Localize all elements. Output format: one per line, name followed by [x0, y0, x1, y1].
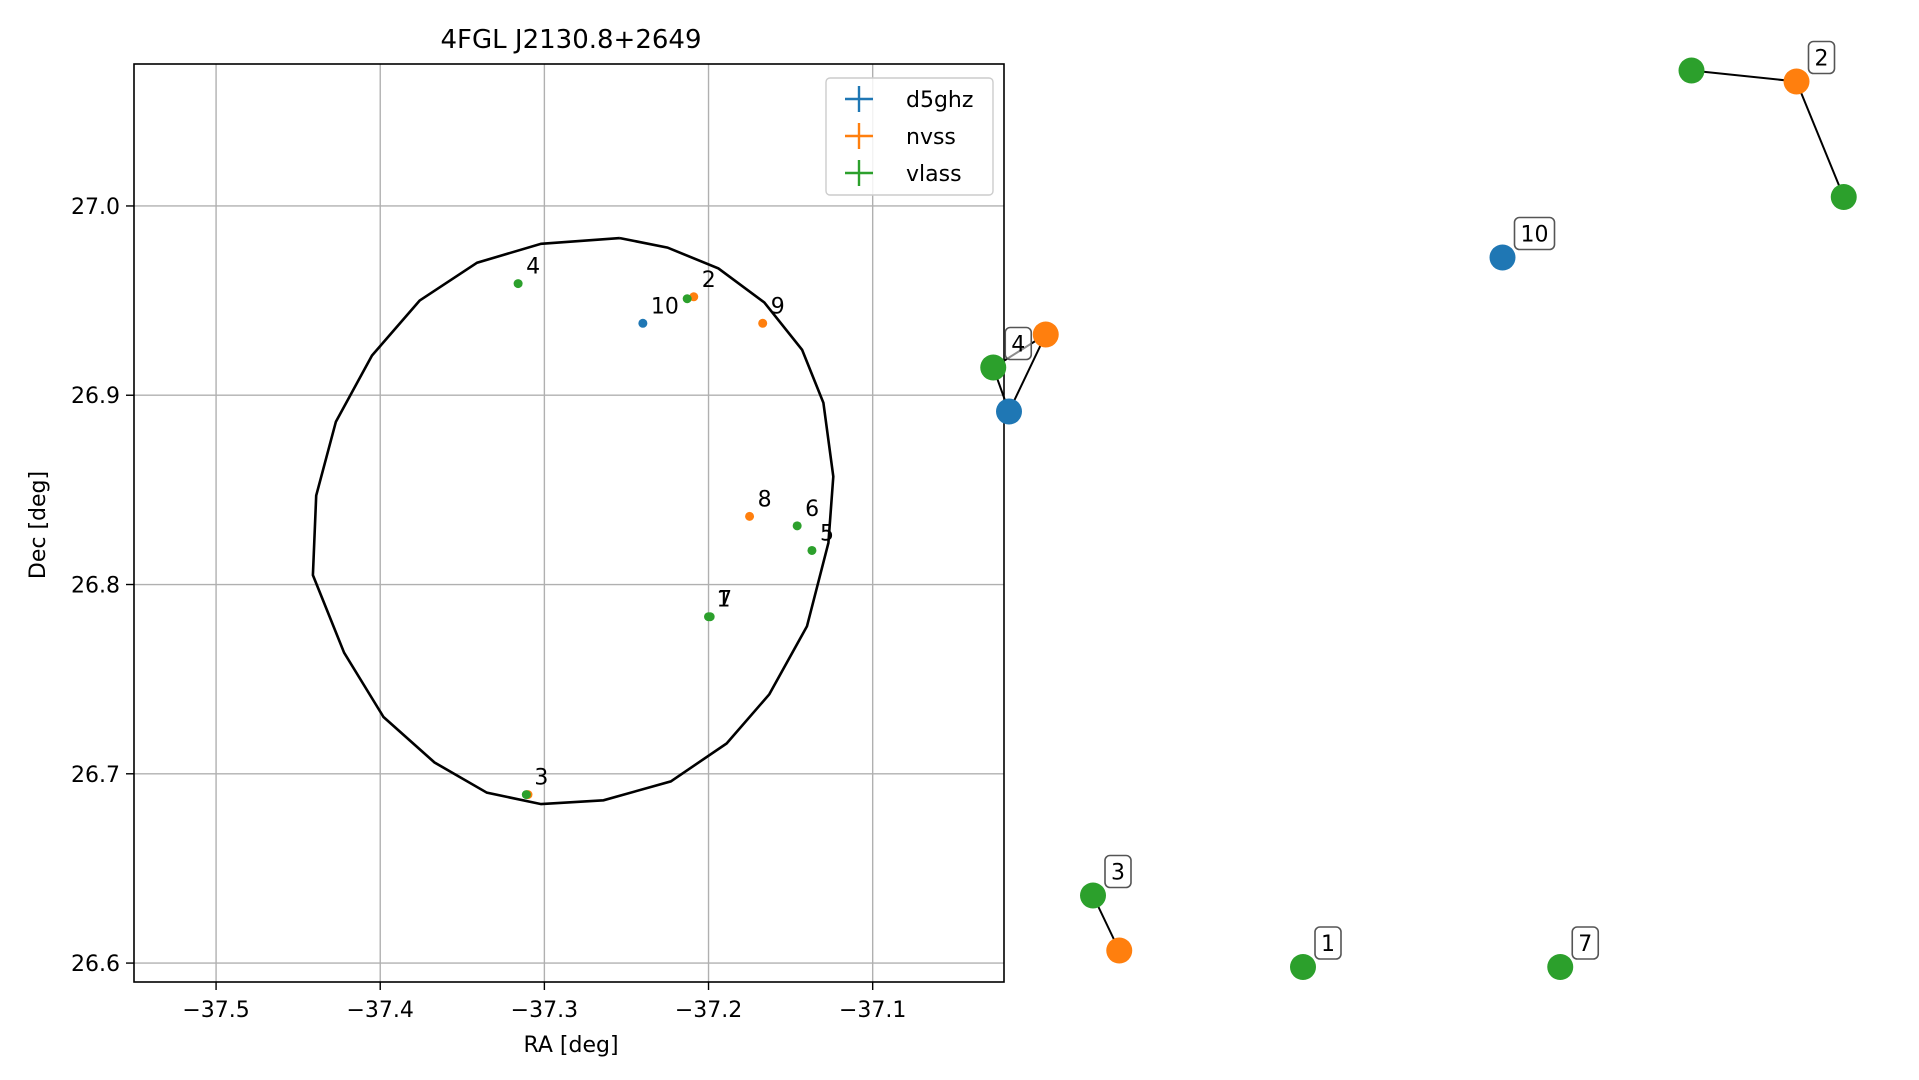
network-node-d5ghz — [1489, 244, 1516, 271]
x-tick-label: −37.2 — [675, 998, 742, 1023]
y-tick-label: 26.7 — [71, 763, 120, 788]
point-vlass — [682, 294, 692, 304]
point-label: 5 — [820, 521, 834, 546]
network-node-label: 2 — [1815, 47, 1829, 72]
scatter-panel: 4FGL J2130.8+2649 10 2 9 8 4 65 17 3 −37.5 −37.4… — [26, 25, 1005, 1058]
x-tick-label: −37.3 — [511, 998, 578, 1023]
y-tick-label: 27.0 — [71, 195, 120, 220]
network-edge — [1691, 69, 1797, 83]
network-node-label: 10 — [1521, 223, 1549, 248]
network-node-vlass — [980, 354, 1007, 381]
network-label-box — [1571, 926, 1600, 960]
network-node-vlass — [1290, 954, 1316, 980]
y-tick-label: 26.8 — [71, 574, 120, 599]
point-label: 6 — [805, 497, 819, 522]
network-label-box — [1807, 40, 1836, 75]
network-edges — [992, 69, 1845, 951]
x-tick-label: −37.1 — [839, 998, 906, 1023]
legend-box — [825, 77, 994, 196]
point-vlass — [513, 279, 523, 289]
network-panel: 10298465317 — [980, 40, 1857, 980]
network-edge — [1795, 81, 1845, 198]
network-node-nvss — [1783, 68, 1810, 95]
network-node-d5ghz — [996, 398, 1022, 425]
point-label: 10 — [651, 294, 679, 319]
point-vlass — [807, 545, 817, 555]
point-label: 3 — [534, 766, 548, 791]
y-axis-label: Dec [deg] — [26, 471, 51, 579]
network-edge — [1008, 334, 1047, 412]
network-node-vlass — [1547, 954, 1574, 980]
point-label: 2 — [702, 268, 716, 293]
point-label: 9 — [771, 294, 785, 319]
point-vlass — [705, 612, 715, 622]
y-tick-label: 26.9 — [71, 384, 120, 409]
point-vlass — [792, 521, 802, 531]
legend-label: vlass — [906, 162, 962, 187]
x-tick-label: −37.5 — [182, 998, 249, 1023]
point-vlass — [521, 790, 531, 800]
network-label-box — [1104, 854, 1132, 889]
plot-frame — [133, 63, 1005, 983]
point-nvss — [758, 318, 768, 328]
network-node-nvss — [1032, 321, 1059, 348]
network-node-label: 1 — [1321, 932, 1335, 957]
network-label-box — [1513, 216, 1556, 251]
point-nvss — [745, 511, 755, 521]
point-d5ghz — [638, 318, 648, 328]
scatter-points: 10 2 9 8 4 65 17 3 — [513, 255, 834, 800]
network-label-box — [1004, 326, 1033, 361]
localization-ellipse — [311, 236, 835, 806]
legend-label: d5ghz — [906, 88, 973, 113]
network-node-vlass — [1830, 184, 1857, 210]
point-label: 4 — [526, 255, 540, 280]
ellipse-outline — [311, 236, 835, 806]
network-node-label: 3 — [1111, 861, 1125, 886]
network-node-vlass — [1080, 882, 1106, 909]
x-axis-label: RA [deg] — [523, 1033, 618, 1058]
chart-title: 4FGL J2130.8+2649 — [441, 25, 702, 55]
network-node-nvss — [1106, 937, 1133, 964]
grid — [134, 64, 1004, 982]
legend-label: nvss — [906, 125, 956, 150]
point-label: 7 — [718, 588, 732, 613]
network-nodes: 10298465317 — [980, 40, 1857, 980]
network-node-label: 7 — [1578, 932, 1592, 957]
network-node-label: 4 — [1011, 333, 1025, 358]
axis-ticks: −37.5 −37.4 −37.3 −37.2 −37.1 26.6 26.7 26.8 26.… — [71, 195, 906, 1023]
x-tick-label: −37.4 — [347, 998, 414, 1023]
network-node-vlass — [1678, 57, 1705, 84]
network-label-box — [1314, 926, 1342, 960]
y-tick-label: 26.6 — [71, 952, 120, 977]
point-label: 8 — [758, 487, 772, 512]
legend: d5ghz nvss vlass — [825, 77, 994, 196]
point-label: 1 — [717, 588, 731, 613]
